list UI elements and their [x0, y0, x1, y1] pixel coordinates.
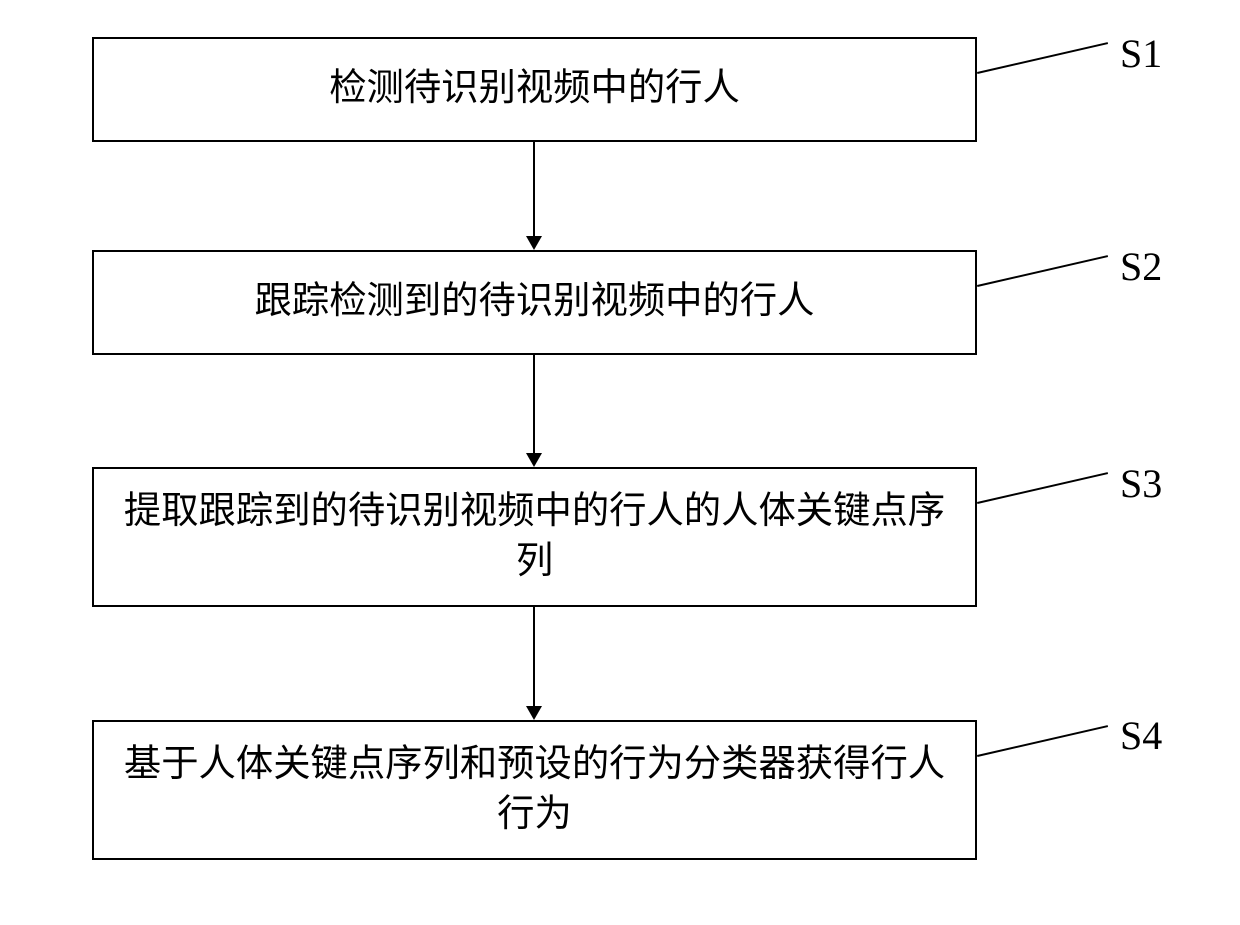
arrow-head-icon	[526, 236, 542, 250]
connector	[533, 355, 535, 455]
flow-step-s1: 检测待识别视频中的行人	[92, 37, 977, 142]
arrow-head-icon	[526, 453, 542, 467]
leader-line	[977, 42, 1108, 74]
flow-step-label-s4: S4	[1120, 712, 1162, 759]
flow-step-text: 基于人体关键点序列和预设的行为分类器获得行人行为	[114, 740, 955, 841]
connector	[533, 142, 535, 238]
flow-step-s2: 跟踪检测到的待识别视频中的行人	[92, 250, 977, 355]
leader-line	[977, 725, 1108, 757]
connector	[533, 607, 535, 708]
flow-step-s3: 提取跟踪到的待识别视频中的行人的人体关键点序列	[92, 467, 977, 607]
flow-step-text: 跟踪检测到的待识别视频中的行人	[255, 277, 815, 327]
leader-line	[977, 472, 1108, 504]
leader-line	[977, 255, 1108, 287]
flow-step-label-s2: S2	[1120, 243, 1162, 290]
flow-step-label-s1: S1	[1120, 30, 1162, 77]
flow-step-label-s3: S3	[1120, 460, 1162, 507]
flow-step-s4: 基于人体关键点序列和预设的行为分类器获得行人行为	[92, 720, 977, 860]
flow-step-text: 检测待识别视频中的行人	[329, 64, 740, 114]
flow-step-text: 提取跟踪到的待识别视频中的行人的人体关键点序列	[114, 487, 955, 588]
arrow-head-icon	[526, 706, 542, 720]
